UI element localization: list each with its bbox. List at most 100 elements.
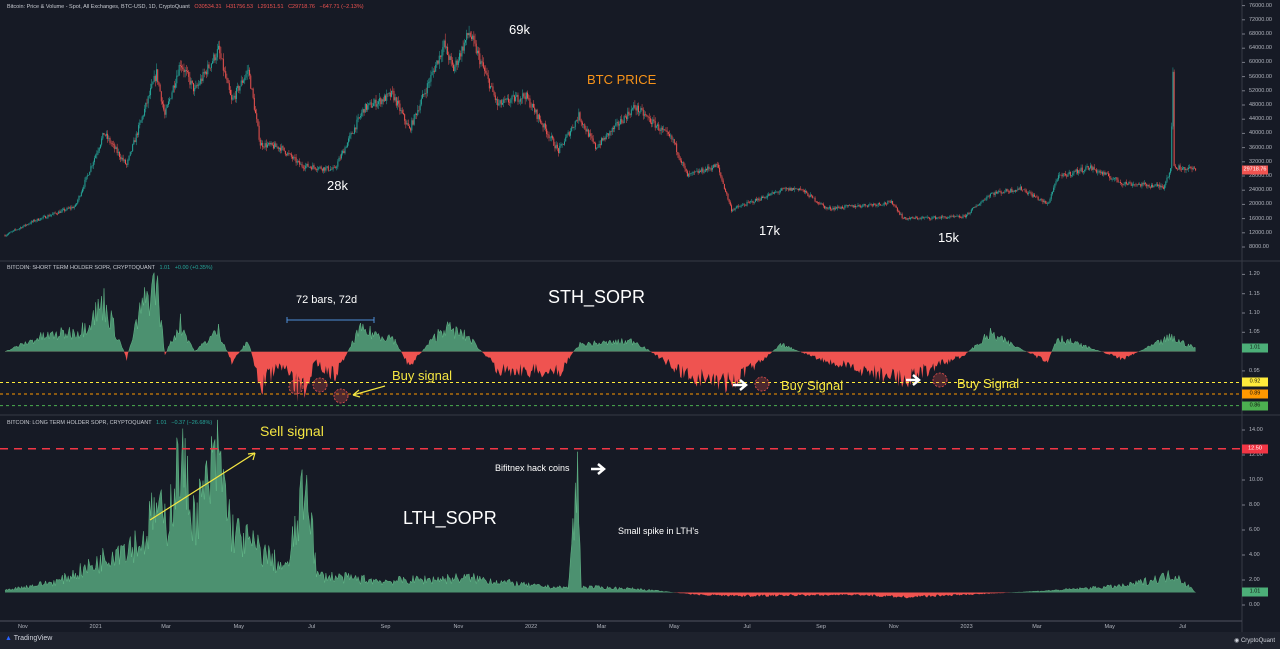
low-value: L29151.51 xyxy=(257,4,284,10)
candle xyxy=(437,60,439,64)
candle xyxy=(190,80,192,85)
candle xyxy=(1116,177,1118,180)
candle xyxy=(228,83,230,90)
candle xyxy=(1125,182,1127,184)
candle xyxy=(836,207,838,209)
candle xyxy=(561,143,563,145)
candle xyxy=(602,138,604,141)
candle xyxy=(142,115,144,117)
candle xyxy=(1136,184,1138,186)
candle xyxy=(1161,185,1163,188)
candle xyxy=(908,218,910,220)
lth-tick-label: 4.00 xyxy=(1249,552,1260,558)
candle xyxy=(558,148,560,153)
candle xyxy=(213,54,215,62)
candle xyxy=(715,164,717,168)
arrow-right-icon xyxy=(906,374,921,386)
lth-line xyxy=(4,419,1196,593)
candle xyxy=(352,133,354,135)
candle xyxy=(96,153,98,156)
candle xyxy=(1187,167,1189,170)
candle xyxy=(181,65,183,68)
candle xyxy=(859,205,861,207)
candle xyxy=(556,144,558,149)
candle xyxy=(246,70,248,75)
lth-value: 1.01 xyxy=(155,420,167,426)
candle xyxy=(141,116,143,121)
candle xyxy=(498,103,500,106)
candle xyxy=(126,164,128,165)
candle xyxy=(59,211,61,213)
candle xyxy=(960,217,962,218)
annotation-bars-range: 72 bars, 72d xyxy=(296,294,358,306)
candle xyxy=(1054,183,1056,188)
candle xyxy=(601,138,602,145)
candle xyxy=(262,142,264,147)
candle xyxy=(1170,168,1172,173)
candle xyxy=(795,188,797,189)
candle xyxy=(1149,186,1151,188)
candle xyxy=(782,188,784,189)
high-value: H31756.53 xyxy=(226,4,254,10)
candle xyxy=(23,224,25,227)
candle xyxy=(493,92,495,96)
candle xyxy=(880,204,882,206)
candle xyxy=(1192,167,1194,170)
candle xyxy=(778,191,780,193)
candle xyxy=(1155,184,1157,185)
price-tick-label: 48000.00 xyxy=(1249,102,1272,108)
time-tick-label: 2022 xyxy=(524,624,538,630)
candle xyxy=(632,108,634,110)
candle xyxy=(156,69,158,81)
candle xyxy=(1091,165,1093,170)
candle xyxy=(678,154,680,159)
candle xyxy=(130,151,132,152)
candle xyxy=(382,99,384,102)
candle xyxy=(308,166,310,168)
candle xyxy=(1129,182,1131,184)
candle xyxy=(113,144,115,145)
candle xyxy=(1173,71,1175,166)
candle xyxy=(794,188,796,190)
candle xyxy=(868,204,870,207)
candle xyxy=(896,207,898,212)
candle xyxy=(1092,167,1094,170)
candle xyxy=(1123,184,1125,185)
lth-tick-label: 14.00 xyxy=(1249,427,1263,433)
candle xyxy=(313,165,315,168)
candle xyxy=(191,80,193,83)
candle xyxy=(447,46,449,55)
candle xyxy=(725,188,727,192)
candle xyxy=(187,71,189,72)
candle xyxy=(253,97,255,110)
candle xyxy=(993,193,995,195)
candle xyxy=(245,74,247,78)
candle xyxy=(862,205,864,207)
candle xyxy=(574,121,576,127)
candle xyxy=(616,121,618,124)
candle xyxy=(603,137,605,141)
price-tick-label: 12000.00 xyxy=(1249,229,1272,236)
candle xyxy=(266,144,268,148)
candle xyxy=(1142,183,1144,185)
candle xyxy=(1119,181,1121,184)
candle xyxy=(768,194,770,196)
candle xyxy=(779,190,781,192)
annotation-28k: 28k xyxy=(327,178,348,193)
sth-tick-label: 0.95 xyxy=(1249,367,1260,374)
candle xyxy=(119,152,121,158)
candle xyxy=(989,193,991,197)
candle xyxy=(70,207,72,209)
candle xyxy=(404,114,406,121)
candle xyxy=(1051,191,1053,195)
candle xyxy=(1174,165,1176,168)
tradingview-logo[interactable]: ▲ TradingView xyxy=(5,635,52,642)
candle xyxy=(748,202,750,203)
candle xyxy=(895,205,897,208)
candle xyxy=(1141,183,1143,187)
candle xyxy=(851,205,853,207)
time-tick-label: Jul xyxy=(743,624,751,630)
candle xyxy=(525,92,527,100)
candle xyxy=(49,215,51,217)
